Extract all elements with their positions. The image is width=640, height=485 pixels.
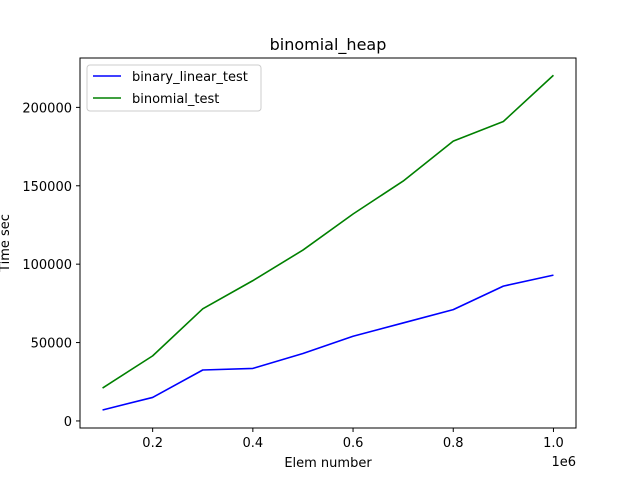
x-tick-label: 0.4 xyxy=(243,436,264,451)
y-tick-label: 200000 xyxy=(22,101,72,116)
series-line-0 xyxy=(102,274,554,411)
y-tick-label: 100000 xyxy=(22,258,72,273)
plot-lines xyxy=(102,74,554,411)
x-tick-label: 0.8 xyxy=(443,436,464,451)
legend-label-1: binomial_test xyxy=(132,92,219,107)
series-line-1 xyxy=(102,74,554,389)
y-tick-label: 50000 xyxy=(31,337,72,352)
plot-frame xyxy=(79,57,577,429)
y-tick-label: 150000 xyxy=(22,180,72,195)
y-axis-ticks: 0 50000 100000 150000 200000 xyxy=(22,101,80,430)
y-axis-label: Time sec xyxy=(0,214,13,273)
x-tick-label: 1.0 xyxy=(543,436,564,451)
x-axis-ticks: 0.2 0.4 0.6 0.8 1.0 xyxy=(142,428,564,451)
legend-box xyxy=(86,64,262,112)
x-tick-label: 0.6 xyxy=(343,436,364,451)
legend-label-0: binary_linear_test xyxy=(132,70,248,85)
x-axis-offset-text: 1e6 xyxy=(551,455,576,470)
legend: binary_linear_test binomial_test xyxy=(86,64,262,112)
x-tick-label: 0.2 xyxy=(142,436,163,451)
y-tick-label: 0 xyxy=(64,415,72,430)
x-axis-label: Elem number xyxy=(284,456,372,471)
chart-title: binomial_heap xyxy=(270,35,387,55)
